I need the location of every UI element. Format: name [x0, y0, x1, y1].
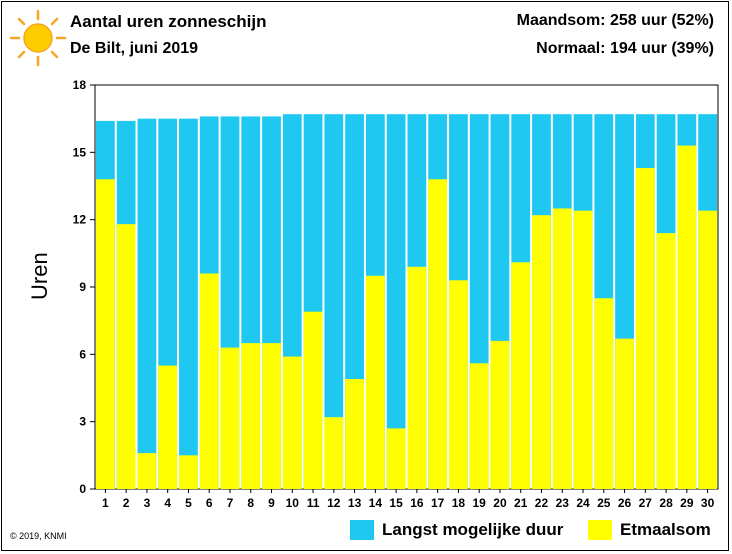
- legend-swatch-max-duration: [350, 520, 374, 540]
- bar-daily-sum: [656, 233, 676, 489]
- bar-daily-sum: [158, 365, 178, 489]
- bar-daily-sum: [594, 298, 614, 489]
- bar-daily-sum: [490, 340, 510, 489]
- bar-max-duration: [324, 114, 344, 489]
- bar-daily-sum: [573, 210, 593, 489]
- x-tick-label: 12: [327, 496, 341, 510]
- x-tick-label: 30: [701, 496, 715, 510]
- bar-daily-sum: [282, 356, 302, 489]
- y-tick-label: 18: [73, 78, 87, 92]
- bar-daily-sum: [635, 168, 655, 490]
- bar-daily-sum: [365, 275, 385, 489]
- legend-item-daily-sum: Etmaalsom: [588, 518, 711, 542]
- x-tick-label: 14: [369, 496, 383, 510]
- x-tick-label: 10: [286, 496, 300, 510]
- x-tick-label: 28: [659, 496, 673, 510]
- x-tick-label: 19: [473, 496, 487, 510]
- legend-swatch-daily-sum: [588, 520, 612, 540]
- bar-daily-sum: [116, 224, 136, 489]
- bar-daily-sum: [615, 338, 634, 489]
- x-tick-label: 4: [164, 496, 171, 510]
- x-tick-label: 22: [535, 496, 549, 510]
- x-tick-label: 1: [102, 496, 109, 510]
- x-tick-label: 8: [247, 496, 254, 510]
- bar-daily-sum: [199, 273, 219, 489]
- bar-daily-sum: [698, 210, 717, 489]
- x-tick-label: 21: [514, 496, 528, 510]
- y-tick-label: 0: [79, 482, 86, 496]
- x-tick-label: 25: [597, 496, 611, 510]
- x-tick-label: 11: [307, 496, 320, 510]
- chart-title: Aantal uren zonneschijn: [70, 12, 267, 31]
- bar-daily-sum: [407, 266, 427, 489]
- bar-daily-sum: [220, 347, 240, 489]
- y-tick-label: 15: [73, 145, 87, 159]
- bar-daily-sum: [303, 311, 323, 489]
- x-tick-label: 18: [452, 496, 466, 510]
- bar-daily-sum: [241, 343, 261, 489]
- sun-icon: [9, 9, 67, 67]
- x-tick-label: 29: [680, 496, 694, 510]
- bar-daily-sum: [552, 208, 572, 489]
- y-tick-label: 6: [79, 347, 86, 361]
- bar-daily-sum: [262, 343, 281, 489]
- copyright: © 2019, KNMI: [10, 531, 67, 541]
- x-tick-label: 7: [227, 496, 234, 510]
- x-tick-label: 23: [556, 496, 570, 510]
- bar-daily-sum: [137, 453, 157, 489]
- bar-daily-sum: [532, 215, 551, 489]
- y-tick-label: 3: [79, 415, 86, 429]
- legend-label-daily-sum: Etmaalsom: [620, 520, 711, 539]
- y-tick-label: 9: [79, 280, 86, 294]
- legend-label-max-duration: Langst mogelijke duur: [382, 520, 564, 539]
- bar-daily-sum: [386, 428, 406, 489]
- monthly-sum-stat: Maandsom: 258 uur (52%): [516, 12, 714, 29]
- bar-daily-sum: [179, 455, 198, 489]
- bar-max-duration: [179, 118, 198, 490]
- bar-daily-sum: [96, 179, 115, 489]
- x-tick-label: 26: [618, 496, 632, 510]
- y-tick-label: 12: [73, 213, 87, 227]
- bar-max-duration: [137, 118, 157, 490]
- bar-max-duration: [386, 114, 406, 489]
- legend-item-max-duration: Langst mogelijke duur: [350, 518, 563, 542]
- chart-subtitle: De Bilt, juni 2019: [70, 40, 199, 57]
- x-tick-label: 6: [206, 496, 213, 510]
- x-tick-label: 27: [639, 496, 653, 510]
- bar-daily-sum: [324, 417, 344, 489]
- x-tick-label: 16: [410, 496, 424, 510]
- x-tick-label: 17: [431, 496, 445, 510]
- x-tick-label: 5: [185, 496, 192, 510]
- bar-daily-sum: [345, 379, 364, 489]
- bar-daily-sum: [449, 280, 468, 489]
- x-tick-label: 3: [144, 496, 151, 510]
- x-tick-label: 24: [576, 496, 590, 510]
- x-tick-label: 13: [348, 496, 362, 510]
- bar-daily-sum: [511, 262, 531, 489]
- x-tick-label: 9: [268, 496, 275, 510]
- bar-daily-sum: [677, 145, 697, 489]
- bar-daily-sum: [469, 363, 489, 489]
- normal-stat: Normaal: 194 uur (39%): [536, 40, 714, 57]
- bar-daily-sum: [428, 179, 448, 489]
- x-tick-label: 15: [389, 496, 403, 510]
- y-axis-title: Uren: [27, 252, 52, 300]
- x-tick-label: 2: [123, 496, 130, 510]
- x-tick-label: 20: [493, 496, 507, 510]
